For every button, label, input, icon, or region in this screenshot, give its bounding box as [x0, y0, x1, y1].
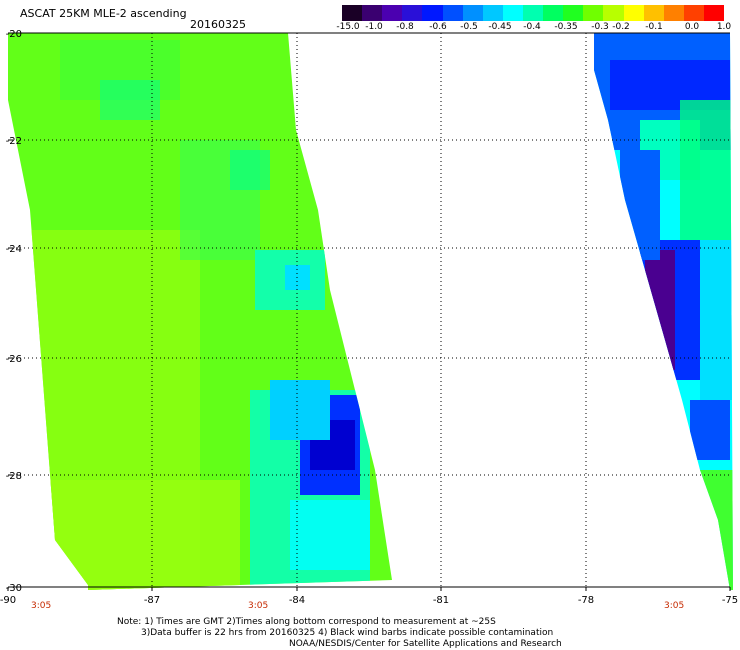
- product-title: ASCAT 25KM MLE-2 ascending: [20, 7, 187, 20]
- latitude-tick-label: -28: [6, 471, 22, 482]
- color-scale-swatch: [382, 5, 403, 21]
- longitude-tick-label: -75: [722, 595, 738, 606]
- color-scale-tick-label: -0.1: [645, 22, 663, 32]
- color-scale-swatch: [603, 5, 624, 21]
- color-scale-swatch: [623, 5, 644, 21]
- longitude-tick-label: -81: [433, 595, 449, 606]
- color-scale-swatch: [502, 5, 523, 21]
- color-scale-tick-label: 1.0: [716, 22, 732, 32]
- color-scale-tick-label: -0.5: [460, 22, 478, 32]
- color-scale-swatch: [362, 5, 383, 21]
- latitude-tick-label: -20: [6, 29, 22, 40]
- color-scale-swatch: [703, 5, 725, 21]
- longitude-tick-label: -84: [289, 595, 305, 606]
- color-scale-swatch: [583, 5, 604, 21]
- color-scale-bar: [342, 5, 725, 21]
- color-scale-tick-label: -0.6: [429, 22, 447, 32]
- color-scale-tick-label: -0.35: [554, 22, 578, 32]
- color-scale-labels: -15.0 -1.0 -0.8 -0.6 -0.5 -0.45 -0.4 -0.35 -0.3-…: [336, 22, 736, 36]
- color-scale-swatch: [563, 5, 584, 21]
- longitude-tick-label: -87: [144, 595, 160, 606]
- color-scale-swatch: [422, 5, 443, 21]
- color-scale-swatch: [402, 5, 423, 21]
- color-scale-swatch: [342, 5, 363, 21]
- axis-labels: -90 -87 -84 -81 -78 -75 -20 -22 -24 -26 -28 -30: [0, 29, 738, 606]
- note-line-3: NOAA/NESDIS/Center for Satellite Applica…: [289, 639, 562, 649]
- color-scale-swatch: [442, 5, 463, 21]
- pass-time-2: 3:05: [248, 601, 269, 611]
- longitude-tick-label: -90: [0, 595, 16, 606]
- left-swath-data: [8, 33, 392, 590]
- note-line-2: 3)Data buffer is 22 hrs from 20160325 4)…: [141, 628, 554, 638]
- color-scale-tick-label: 0.0: [684, 22, 700, 32]
- latitude-tick-label: -24: [6, 244, 22, 255]
- color-scale-tick-label: -0.3: [591, 22, 609, 32]
- lat-lon-grid: [7, 32, 731, 591]
- pass-time-1: 3:05: [31, 601, 52, 611]
- color-scale-tick-label: -1.0: [365, 22, 383, 32]
- right-swath-data: [594, 33, 733, 590]
- color-scale-swatch: [543, 5, 564, 21]
- color-scale-tick-label: -0.8: [396, 22, 414, 32]
- latitude-tick-label: -30: [6, 583, 22, 594]
- longitude-tick-label: -78: [578, 595, 594, 606]
- color-scale-swatch: [683, 5, 704, 21]
- color-scale-swatch: [462, 5, 483, 21]
- color-scale-tick-label: -0.2: [612, 22, 630, 32]
- color-scale-swatch: [663, 5, 684, 21]
- color-scale-swatch: [482, 5, 503, 21]
- latitude-tick-label: -22: [6, 136, 22, 147]
- product-date: 20160325: [190, 18, 246, 31]
- color-scale-tick-label: -0.45: [488, 22, 512, 32]
- pass-time-3: 3:05: [664, 601, 685, 611]
- color-scale-swatch: [643, 5, 664, 21]
- latitude-tick-label: -26: [6, 354, 22, 365]
- color-scale-tick-label: -0.4: [523, 22, 541, 32]
- color-scale-tick-label: -15.0: [336, 22, 360, 32]
- note-line-1: Note: 1) Times are GMT 2)Times along bot…: [117, 617, 496, 627]
- color-scale-swatch: [522, 5, 544, 21]
